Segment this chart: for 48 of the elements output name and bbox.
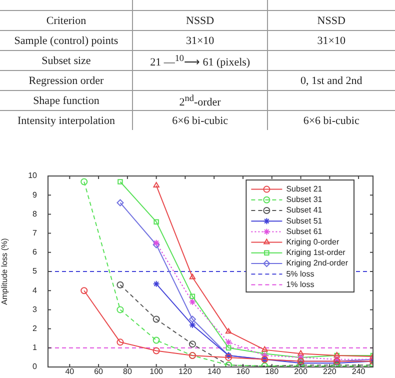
- legend-label: Subset 51: [286, 216, 323, 226]
- x-tick-label: 80: [122, 367, 132, 376]
- text: 0, 1st and 2nd: [267, 70, 395, 90]
- y-tick-label: 8: [32, 209, 38, 218]
- y-axis-title: Amplitude loss (%): [0, 238, 10, 305]
- x-tick-label: 120: [178, 367, 192, 376]
- x-tick-label: 140: [207, 367, 222, 376]
- x-tick-label: 40: [65, 367, 75, 376]
- legend-label: Subset 61: [286, 226, 323, 236]
- ref-line-label: 5% loss: [286, 269, 314, 278]
- x-tick-label: 100: [150, 367, 164, 376]
- y-tick-label: 6: [32, 248, 38, 257]
- text: Subset size: [0, 50, 133, 70]
- text: Intensity interpolation: [0, 110, 133, 130]
- x-tick-label: 160: [236, 367, 250, 376]
- x-tick-label: 200: [294, 367, 308, 376]
- legend-label: Kriging 1st-order: [286, 248, 346, 258]
- text: Criterion: [0, 10, 133, 30]
- text: 6×6 bi-cubic: [132, 110, 268, 130]
- y-tick-label: 5: [32, 266, 38, 276]
- y-tick-label: 1: [32, 343, 38, 352]
- x-tick-label: 220: [322, 367, 337, 376]
- text: 21 —$^{10}$⟶ 61 (pixels): [132, 50, 268, 70]
- y-tick-label: 3: [32, 304, 38, 314]
- legend-label: 1% loss: [286, 280, 314, 289]
- y-tick-label: 7: [32, 228, 38, 238]
- y-tick-label: 10: [28, 171, 38, 180]
- legend-label: Subset 21: [286, 184, 323, 194]
- text: 31×10: [267, 30, 395, 50]
- y-tick-label: 0: [32, 362, 38, 372]
- y-tick-label: 2: [32, 324, 38, 334]
- text: Sample (control) points: [0, 30, 133, 50]
- x-tick-label: 60: [94, 367, 104, 376]
- text: 2$^{nd}$-order: [132, 90, 268, 110]
- text: Shape function: [0, 90, 133, 110]
- text: Regression order: [0, 70, 133, 90]
- text: NSSD: [267, 10, 395, 30]
- legend-label: Subset 41: [286, 206, 323, 215]
- legend-label: Kriging 2nd-order: [286, 258, 348, 268]
- legend-label: Subset 31: [286, 195, 323, 204]
- x-tick-label: 240: [352, 367, 366, 376]
- text: 6×6 bi-cubic: [267, 110, 395, 130]
- y-tick-label: 4: [32, 286, 38, 295]
- y-tick-label: 9: [32, 190, 38, 200]
- legend-label: Kriging 0-order: [286, 238, 340, 247]
- x-tick-label: 180: [265, 367, 280, 376]
- text: 31×10: [132, 30, 268, 50]
- text: NSSD: [132, 10, 268, 30]
